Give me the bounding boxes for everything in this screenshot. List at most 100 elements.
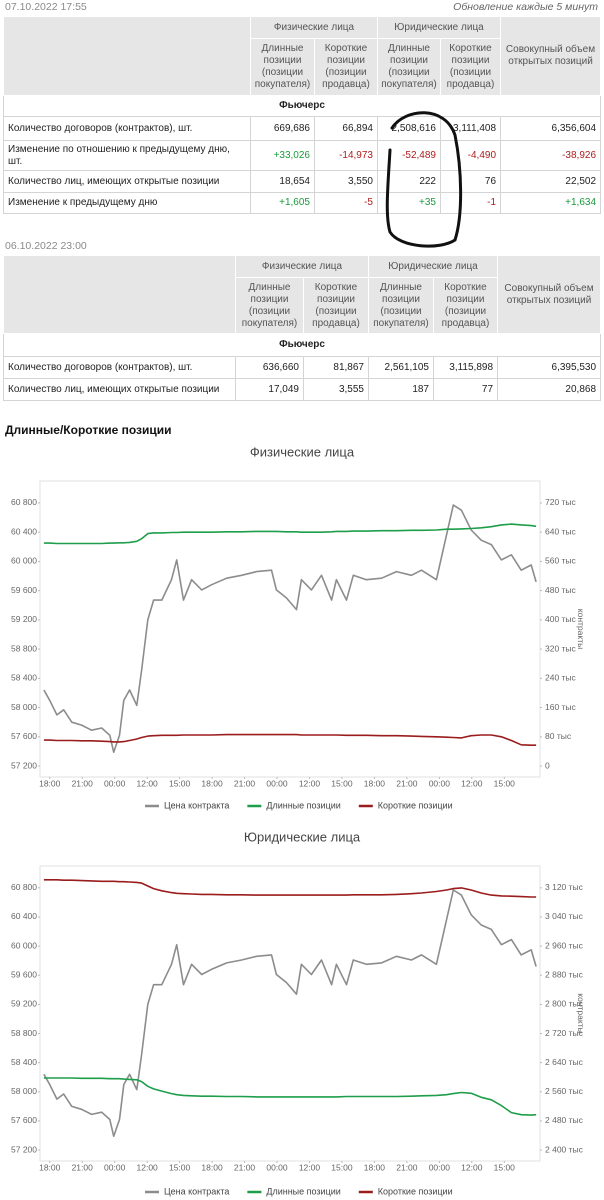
sub-header: Длинные позиции (позиции покупателя) — [235, 277, 304, 334]
sub-header: Длинные позиции (позиции покупателя) — [368, 277, 434, 334]
x-tick-label: 18:00 — [201, 778, 223, 788]
row-label: Количество договоров (контрактов), шт. — [3, 356, 236, 379]
value-cell: +1,634 — [500, 192, 602, 214]
x-tick-label: 15:00 — [169, 778, 191, 788]
series-line — [43, 879, 537, 898]
value-cell: 18,654 — [250, 170, 315, 193]
sub-header: Короткие позиции (позиции продавца) — [303, 277, 369, 334]
value-cell: 20,868 — [497, 378, 602, 401]
value-cell: -38,926 — [500, 140, 602, 171]
y-tick-label: 60 400 — [11, 526, 37, 536]
y2-tick-label: 2 480 тыс — [545, 1115, 584, 1125]
value-cell: 6,356,604 — [500, 116, 602, 141]
x-tick-label: 12:00 — [299, 1162, 321, 1172]
y-tick-label: 60 800 — [11, 882, 37, 892]
value-cell: 3,550 — [314, 170, 378, 193]
series-line — [43, 889, 537, 1137]
x-tick-label: 00:00 — [104, 1162, 126, 1172]
x-tick-label: 15:00 — [331, 1162, 353, 1172]
value-cell: -52,489 — [377, 140, 441, 171]
x-tick-label: 00:00 — [104, 778, 126, 788]
data-table: Физические лица Юридические лица Совокупны… — [2, 255, 602, 401]
series-line — [43, 733, 537, 746]
table-row: Изменение по отношению к предыдущему дню… — [3, 140, 602, 171]
y-tick-label: 58 400 — [11, 1057, 37, 1067]
table-row: Фьючерс — [2, 333, 602, 357]
table-row: Длинные позиции (позиции покупателя) Коро… — [4, 277, 601, 334]
x-tick-label: 15:00 — [169, 1162, 191, 1172]
value-cell: -1 — [439, 192, 502, 214]
y-tick-label: 58 400 — [11, 673, 37, 683]
table-row: Изменение к предыдущему дню +1,605 -5 +35 -1… — [3, 192, 602, 214]
chart-title: Физические лица — [250, 444, 355, 459]
plot-frame — [39, 480, 541, 778]
x-tick-label: 12:00 — [137, 778, 159, 788]
y2-tick-label: 3 040 тыс — [545, 911, 584, 921]
value-cell: 3,555 — [303, 378, 369, 401]
y-tick-label: 58 800 — [11, 643, 37, 653]
x-tick-label: 00:00 — [429, 1162, 451, 1172]
x-tick-label: 18:00 — [39, 1162, 61, 1172]
update-note: Обновление каждые 5 минут — [453, 1, 598, 13]
table-row: Количество договоров (контрактов), шт. 66… — [3, 116, 602, 141]
chart-title: Юридические лица — [244, 829, 361, 844]
y2-tick-label: 2 400 тыс — [545, 1144, 584, 1154]
legend-label: Длинные позиции — [266, 800, 340, 810]
x-tick-label: 15:00 — [494, 1162, 516, 1172]
y2-tick-label: 2 960 тыс — [545, 940, 584, 950]
y2-tick-label: 640 тыс — [545, 526, 577, 536]
y-tick-label: 60 800 — [11, 497, 37, 507]
value-cell: 3,111,408 — [439, 116, 502, 141]
value-cell: -5 — [314, 192, 378, 214]
section-row: Фьючерс — [2, 95, 602, 117]
y2-tick-label: 320 тыс — [545, 643, 577, 653]
x-tick-label: 12:00 — [299, 778, 321, 788]
group-header: Физические лица — [235, 255, 369, 278]
value-cell: 222 — [377, 170, 441, 193]
table-row: Физические лица Юридические лица Совокупны… — [3, 16, 602, 96]
y-tick-label: 57 200 — [11, 1144, 37, 1154]
y2-tick-label: 480 тыс — [545, 585, 577, 595]
y-tick-label: 57 600 — [11, 1115, 37, 1125]
x-tick-label: 00:00 — [266, 1162, 288, 1172]
value-cell: 6,395,530 — [497, 356, 602, 379]
x-tick-label: 00:00 — [266, 778, 288, 788]
section-row: Фьючерс — [2, 333, 602, 357]
y-tick-label: 57 200 — [11, 760, 37, 770]
total-header: Совокупный объем открытых позиций — [500, 16, 602, 96]
table-row: Физические лица Юридические лица Совокупны… — [3, 255, 602, 334]
series-line — [43, 523, 537, 545]
total-header: Совокупный объем открытых позиций — [497, 255, 602, 334]
x-tick-label: 21:00 — [72, 778, 94, 788]
y2-tick-label: 2 880 тыс — [545, 970, 584, 980]
y-tick-label: 57 600 — [11, 731, 37, 741]
value-cell: 17,049 — [235, 378, 304, 401]
y-tick-label: 59 200 — [11, 999, 37, 1009]
value-cell: 81,867 — [303, 356, 369, 379]
sub-header: Короткие позиции (позиции продавца) — [314, 38, 378, 96]
y2-tick-label: 2 560 тыс — [545, 1086, 584, 1096]
legend-label: Длинные позиции — [266, 1186, 340, 1196]
x-tick-label: 18:00 — [364, 778, 386, 788]
x-tick-label: 21:00 — [396, 778, 418, 788]
legend-label: Цена контракта — [164, 1186, 229, 1196]
group-header: Юридические лица — [376, 16, 502, 39]
value-cell: 636,660 — [235, 356, 304, 379]
value-cell: 669,686 — [250, 116, 315, 141]
y2-tick-label: 80 тыс — [545, 731, 572, 741]
x-tick-label: 00:00 — [429, 778, 451, 788]
x-tick-label: 18:00 — [39, 778, 61, 788]
y-tick-label: 60 400 — [11, 911, 37, 921]
legend-label: Короткие позиции — [378, 1186, 453, 1196]
row-label: Изменение к предыдущему дню — [3, 192, 251, 214]
data-table: Физические лица Юридические лица Совокупны… — [2, 16, 602, 214]
header-cell — [3, 16, 251, 96]
y2-axis-label: контракты — [576, 609, 586, 649]
table-row: Количество лиц, имеющих открытые позиции… — [3, 170, 602, 193]
y2-tick-label: 2 720 тыс — [545, 1028, 584, 1038]
legend-label: Короткие позиции — [378, 800, 453, 810]
value-cell: 187 — [368, 378, 434, 401]
y2-tick-label: 2 640 тыс — [545, 1057, 584, 1067]
value-cell: 2,508,616 — [377, 116, 441, 141]
